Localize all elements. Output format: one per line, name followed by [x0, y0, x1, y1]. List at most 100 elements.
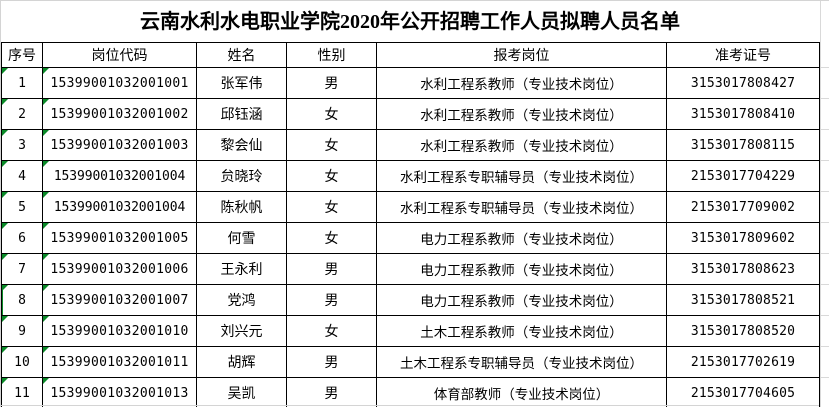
cell-exam-ticket-no[interactable]: 2153017704605	[666, 377, 820, 407]
applicants-table: 序号 岗位代码 姓名 性别 报考岗位 准考证号 1 153990010320010…	[1, 42, 820, 407]
gutter-row-divider	[821, 191, 829, 192]
column-header-seq: 序号	[1, 42, 43, 68]
cell-sequence-number[interactable]: 4	[1, 160, 43, 192]
cell-gender[interactable]: 女	[286, 315, 377, 347]
cell-applied-position[interactable]: 水利工程系专职辅导员（专业技术岗位）	[376, 191, 667, 223]
column-header-post: 报考岗位	[376, 42, 667, 68]
cell-applicant-name[interactable]: 刘兴元	[196, 315, 287, 347]
cell-exam-ticket-no[interactable]: 2153017704229	[666, 160, 820, 192]
cell-position-code[interactable]: 15399001032001003	[42, 129, 197, 161]
table-row[interactable]: 10 15399001032001011 胡辉男土木工程系专职辅导员（专业技术岗位）…	[1, 346, 820, 378]
cell-position-code[interactable]: 15399001032001006	[42, 253, 197, 285]
cell-exam-ticket-no[interactable]: 2153017702619	[666, 346, 820, 378]
column-header-sex: 性别	[286, 42, 377, 68]
gutter-row-divider	[821, 346, 829, 347]
gutter-row-divider	[821, 284, 829, 285]
cell-applicant-name[interactable]: 贠晓玲	[196, 160, 287, 192]
cell-exam-ticket-no[interactable]: 3153017808410	[666, 98, 820, 130]
cell-exam-ticket-no[interactable]: 3153017808520	[666, 315, 820, 347]
cell-sequence-number[interactable]: 2	[1, 98, 43, 130]
column-header-code: 岗位代码	[42, 42, 197, 68]
cell-sequence-number[interactable]: 6	[1, 222, 43, 254]
cell-applicant-name[interactable]: 陈秋帆	[196, 191, 287, 223]
cell-exam-ticket-no[interactable]: 3153017808427	[666, 67, 820, 99]
cell-gender[interactable]: 女	[286, 160, 377, 192]
table-row[interactable]: 5 15399001032001004 陈秋帆女水利工程系专职辅导员（专业技术岗位）…	[1, 191, 820, 223]
cell-gender[interactable]: 男	[286, 67, 377, 99]
cell-applicant-name[interactable]: 黎会仙	[196, 129, 287, 161]
cell-exam-ticket-no[interactable]: 3153017808623	[666, 253, 820, 285]
cell-gender[interactable]: 男	[286, 377, 377, 407]
table-row[interactable]: 6 15399001032001005 何雪女电力工程系教师（专业技术岗位） 3153…	[1, 222, 820, 254]
cell-applied-position[interactable]: 电力工程系教师（专业技术岗位）	[376, 253, 667, 285]
cell-position-code[interactable]: 15399001032001007	[42, 284, 197, 316]
cell-applied-position[interactable]: 土木工程系专职辅导员（专业技术岗位）	[376, 346, 667, 378]
cell-position-code[interactable]: 15399001032001004	[42, 160, 197, 192]
cell-applied-position[interactable]: 水利工程系教师（专业技术岗位）	[376, 67, 667, 99]
cell-gender[interactable]: 女	[286, 222, 377, 254]
document-title-row: 云南水利水电职业学院2020年公开招聘工作人员拟聘人员名单	[1, 1, 819, 42]
cell-applied-position[interactable]: 电力工程系教师（专业技术岗位）	[376, 222, 667, 254]
cell-exam-ticket-no[interactable]: 3153017808521	[666, 284, 820, 316]
cell-gender[interactable]: 女	[286, 191, 377, 223]
cell-gender[interactable]: 女	[286, 129, 377, 161]
cell-applicant-name[interactable]: 王永利	[196, 253, 287, 285]
cell-exam-ticket-no[interactable]: 2153017709002	[666, 191, 820, 223]
gutter-row-divider	[821, 315, 829, 316]
cell-sequence-number[interactable]: 7	[1, 253, 43, 285]
table-row[interactable]: 2 15399001032001002 邱钰涵女水利工程系教师（专业技术岗位） 315…	[1, 98, 820, 130]
cell-applicant-name[interactable]: 党鸿	[196, 284, 287, 316]
table-row[interactable]: 8 15399001032001007 党鸿男电力工程系教师（专业技术岗位） 3153…	[1, 284, 820, 316]
cell-sequence-number[interactable]: 9	[1, 315, 43, 347]
cell-applicant-name[interactable]: 胡辉	[196, 346, 287, 378]
page-title: 云南水利水电职业学院2020年公开招聘工作人员拟聘人员名单	[140, 10, 680, 33]
column-header-name: 姓名	[196, 42, 287, 68]
cell-applied-position[interactable]: 水利工程系专职辅导员（专业技术岗位）	[376, 160, 667, 192]
cell-gender[interactable]: 男	[286, 346, 377, 378]
cell-applicant-name[interactable]: 吴凯	[196, 377, 287, 407]
cell-gender[interactable]: 男	[286, 284, 377, 316]
table-row[interactable]: 1 15399001032001001 张军伟男水利工程系教师（专业技术岗位） 315…	[1, 67, 820, 99]
cell-position-code[interactable]: 15399001032001011	[42, 346, 197, 378]
gutter-row-divider	[821, 98, 829, 99]
table-body: 1 15399001032001001 张军伟男水利工程系教师（专业技术岗位） 315…	[1, 67, 820, 407]
cell-sequence-number[interactable]: 10	[1, 346, 43, 378]
table-row[interactable]: 4 15399001032001004 贠晓玲女水利工程系专职辅导员（专业技术岗位）…	[1, 160, 820, 192]
cell-exam-ticket-no[interactable]: 3153017808115	[666, 129, 820, 161]
cell-applicant-name[interactable]: 邱钰涵	[196, 98, 287, 130]
gutter-row-divider	[821, 222, 829, 223]
cell-gender[interactable]: 女	[286, 98, 377, 130]
cell-applied-position[interactable]: 水利工程系教师（专业技术岗位）	[376, 98, 667, 130]
column-header-ticket: 准考证号	[666, 42, 820, 68]
cell-position-code[interactable]: 15399001032001001	[42, 67, 197, 99]
gutter-row-divider	[821, 253, 829, 254]
cell-sequence-number[interactable]: 3	[1, 129, 43, 161]
cell-gender[interactable]: 男	[286, 253, 377, 285]
cell-position-code[interactable]: 15399001032001004	[42, 191, 197, 223]
cell-applied-position[interactable]: 电力工程系教师（专业技术岗位）	[376, 284, 667, 316]
cell-position-code[interactable]: 15399001032001002	[42, 98, 197, 130]
gutter-row-divider	[821, 160, 829, 161]
cell-sequence-number[interactable]: 8	[1, 284, 43, 316]
table-row[interactable]: 7 15399001032001006 王永利男电力工程系教师（专业技术岗位） 315…	[1, 253, 820, 285]
sheet-right-gutter	[820, 1, 829, 407]
cell-sequence-number[interactable]: 1	[1, 67, 43, 99]
cell-applied-position[interactable]: 体育部教师（专业技术岗位）	[376, 377, 667, 407]
cell-applicant-name[interactable]: 张军伟	[196, 67, 287, 99]
cell-applied-position[interactable]: 土木工程系教师（专业技术岗位）	[376, 315, 667, 347]
table-row[interactable]: 3 15399001032001003 黎会仙女水利工程系教师（专业技术岗位） 315…	[1, 129, 820, 161]
sheet-bottom-edge	[1, 405, 819, 407]
gutter-row-divider	[821, 67, 829, 68]
cell-exam-ticket-no[interactable]: 3153017809602	[666, 222, 820, 254]
cell-sequence-number[interactable]: 5	[1, 191, 43, 223]
cell-applied-position[interactable]: 水利工程系教师（专业技术岗位）	[376, 129, 667, 161]
table-row[interactable]: 9 15399001032001010 刘兴元女土木工程系教师（专业技术岗位） 315…	[1, 315, 820, 347]
cell-position-code[interactable]: 15399001032001010	[42, 315, 197, 347]
cell-position-code[interactable]: 15399001032001005	[42, 222, 197, 254]
cell-position-code[interactable]: 15399001032001013	[42, 377, 197, 407]
cell-applicant-name[interactable]: 何雪	[196, 222, 287, 254]
cell-sequence-number[interactable]: 11	[1, 377, 43, 407]
table-header-row: 序号 岗位代码 姓名 性别 报考岗位 准考证号	[1, 42, 820, 68]
table-row[interactable]: 11 15399001032001013 吴凯男体育部教师（专业技术岗位） 21530…	[1, 377, 820, 407]
gutter-row-divider	[821, 377, 829, 378]
